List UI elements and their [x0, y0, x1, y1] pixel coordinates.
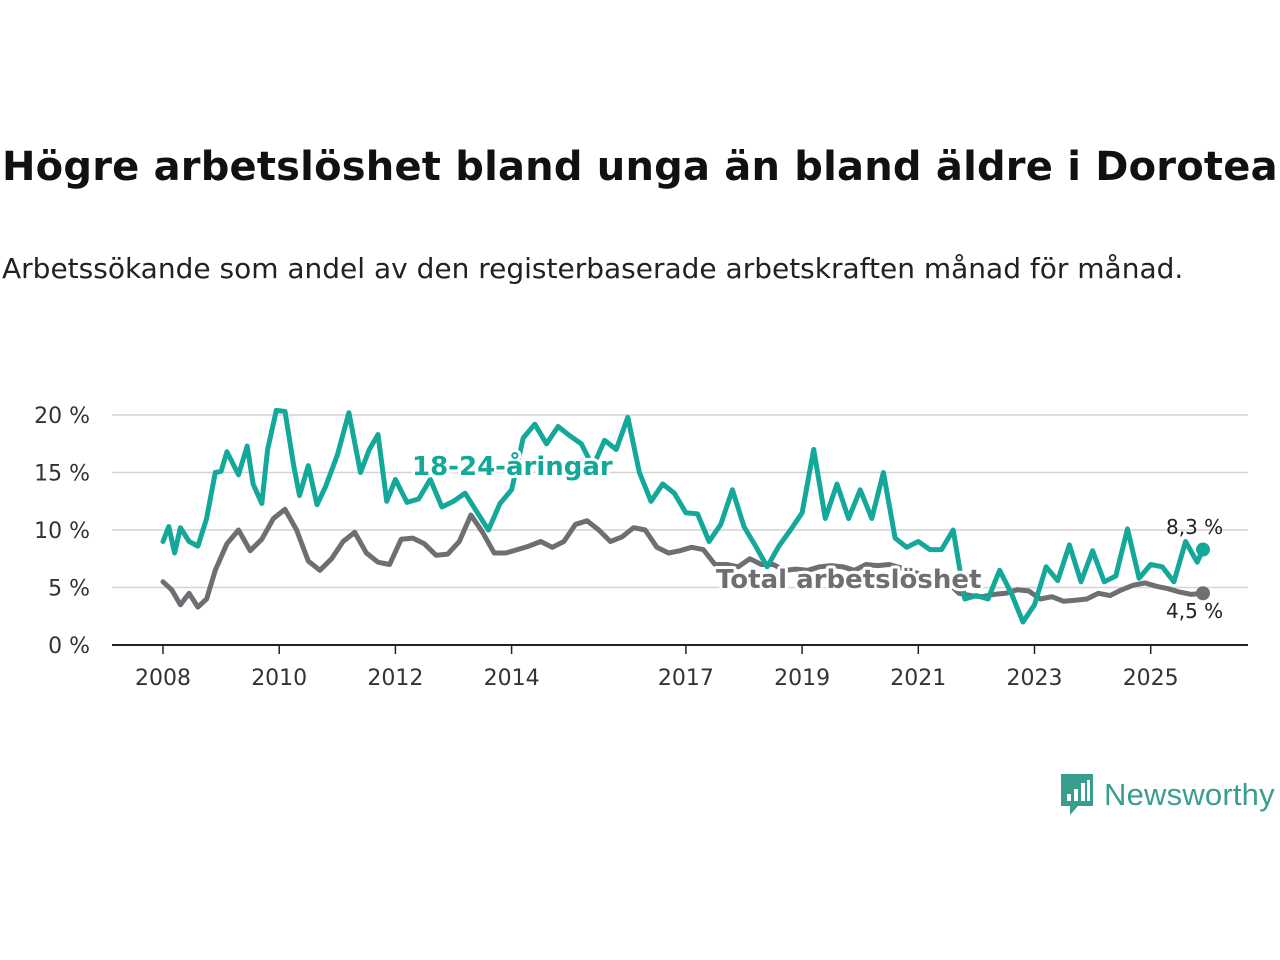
- series-label-18-24: 18-24-åringar: [412, 450, 613, 482]
- y-tick-label: 15 %: [34, 462, 90, 487]
- x-tick-label: 2014: [484, 666, 540, 691]
- x-tick-label: 2017: [658, 666, 714, 691]
- x-tick-label: 2025: [1123, 666, 1179, 691]
- brand-name: Newsworthy: [1104, 777, 1275, 812]
- series-end-point: [1195, 542, 1210, 557]
- series-line-18-24: [160, 407, 1206, 625]
- end-label-total: 4,5 %: [1166, 599, 1223, 623]
- series-lines: [160, 407, 1210, 625]
- chart-subtitle: Arbetssökande som andel av den registerb…: [2, 252, 1184, 285]
- newsworthy-brand: Newsworthy: [1058, 772, 1275, 818]
- y-axis-ticks: 0 % 5 % 10 % 15 % 20 %: [34, 404, 90, 659]
- line-chart: 0 %5 %10 %15 %20 % 2008 2010 2012 2014 2017 2…: [34, 404, 1248, 691]
- y-tick-label: 10 %: [34, 519, 90, 544]
- x-tick-label: 2010: [251, 666, 307, 691]
- gridlines: [112, 414, 1248, 589]
- x-tick-label: 2012: [367, 666, 423, 691]
- series-labels: 18-24-åringar Total arbetslöshet 8,3 % 4…: [409, 447, 1223, 623]
- end-label-18-24: 8,3 %: [1166, 515, 1223, 539]
- chart-title: Högre arbetslöshet bland unga än bland ä…: [2, 144, 1278, 190]
- series-end-point: [1195, 586, 1210, 601]
- series-label-total: Total arbetslöshet: [716, 565, 981, 595]
- newsworthy-logo-icon: [1061, 774, 1093, 815]
- x-axis-ticks: 2008 2010 2012 2014 2017 2019 2021 2023 2025: [135, 645, 1179, 691]
- y-tick-label: 20 %: [34, 404, 90, 429]
- x-tick-label: 2021: [890, 666, 946, 691]
- x-tick-label: 2023: [1007, 666, 1063, 691]
- y-tick-label: 0 %: [48, 634, 90, 659]
- series-line-total: [160, 506, 1206, 610]
- x-tick-label: 2019: [774, 666, 830, 691]
- y-tick-label: 5 %: [48, 577, 90, 602]
- x-tick-label: 2008: [135, 666, 191, 691]
